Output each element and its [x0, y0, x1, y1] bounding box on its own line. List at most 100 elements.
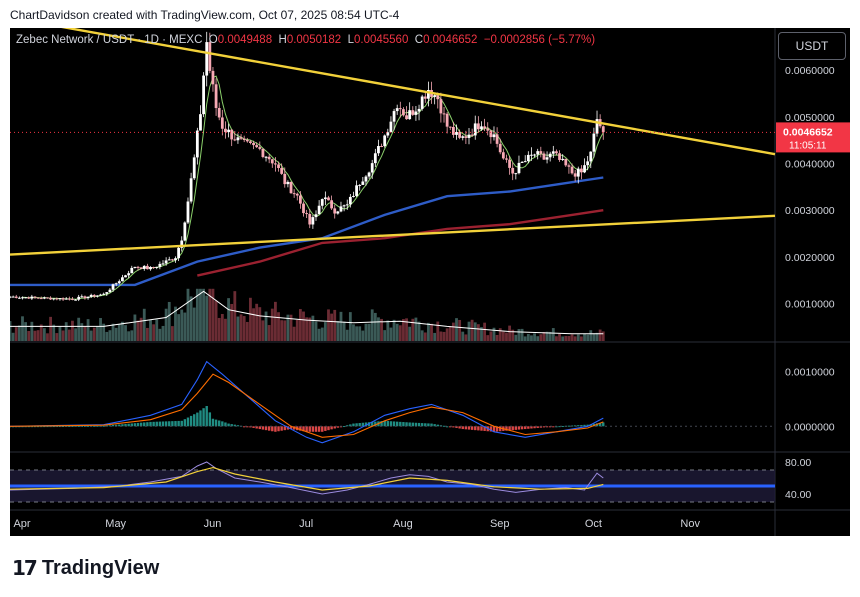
candle — [408, 110, 412, 120]
macd-y-tick-label: 0.0000000 — [785, 421, 835, 433]
macd-histogram-bar — [124, 423, 127, 427]
volume-bar — [114, 327, 118, 341]
volume-bar — [520, 328, 524, 341]
macd-histogram-bar — [136, 422, 140, 427]
macd-histogram-bar — [442, 425, 446, 427]
candle — [127, 273, 131, 276]
macd-histogram-bar — [346, 425, 349, 427]
macd-histogram-bar — [52, 426, 55, 428]
macd-histogram-bar — [71, 425, 74, 427]
candle — [139, 267, 143, 269]
y-tick-label: 0.0040000 — [785, 158, 835, 170]
candle — [377, 146, 380, 154]
candle — [42, 297, 46, 299]
candle — [39, 298, 43, 300]
candle — [245, 139, 249, 142]
x-tick-label: Oct — [585, 518, 602, 530]
candle — [92, 294, 96, 297]
candle — [239, 137, 243, 139]
volume-bar — [205, 295, 209, 341]
close-label: C — [414, 34, 424, 46]
volume-bar — [470, 319, 474, 341]
macd-histogram-bar — [371, 421, 374, 427]
candle — [177, 247, 181, 259]
candle — [298, 195, 302, 204]
volume-bar — [420, 330, 424, 341]
candle — [71, 298, 74, 300]
macd-histogram-bar — [483, 426, 486, 431]
volume-ma-line — [10, 290, 604, 335]
volume-bar — [583, 333, 586, 341]
candle — [539, 151, 543, 154]
macd-histogram-bar — [430, 423, 433, 427]
candle — [52, 298, 56, 300]
macd-histogram-bar — [417, 422, 421, 427]
macd-histogram-bar — [236, 425, 240, 427]
macd-histogram-bar — [196, 412, 199, 427]
chart-svg[interactable]: 0.0060000 0.0050000 0.0040000 0.0030000 0.00… — [10, 28, 850, 536]
rsi-y-tick-label: 80.00 — [785, 457, 811, 469]
currency-button[interactable]: USDT — [778, 32, 846, 60]
macd-histogram-bar — [477, 426, 480, 431]
volume-bar — [576, 334, 580, 341]
candle — [220, 117, 224, 129]
candle — [105, 292, 109, 294]
volume-bar — [36, 330, 40, 341]
candle — [277, 164, 280, 169]
candle — [580, 168, 583, 173]
macd-histogram-bar — [255, 426, 258, 429]
candle — [495, 134, 499, 144]
macd-histogram-bar — [439, 425, 443, 427]
macd-histogram-bar — [33, 426, 37, 428]
macd-histogram-bar — [474, 426, 477, 431]
candle — [389, 121, 393, 133]
candle — [383, 135, 387, 147]
volume-bar — [117, 324, 121, 341]
volume-bar — [348, 312, 352, 341]
symbol-name[interactable]: Zebec Network / USDT · 1D · MEXC — [16, 34, 203, 46]
volume-bar — [92, 327, 96, 341]
volume-bar — [580, 336, 583, 341]
macd-histogram-bar — [271, 426, 274, 432]
macd-histogram-bar — [224, 422, 227, 427]
macd-histogram-bar — [342, 426, 346, 428]
chart-canvas[interactable]: 0.0060000 0.0050000 0.0040000 0.0030000 0.00… — [10, 28, 850, 536]
volume-bar — [130, 330, 134, 341]
candle — [21, 297, 24, 299]
macd-histogram-bar — [277, 426, 280, 432]
candle — [189, 178, 193, 202]
macd-histogram-bar — [317, 426, 321, 432]
volume-bar — [364, 323, 368, 341]
candle — [242, 138, 246, 140]
macd-histogram-bar — [86, 425, 90, 427]
volume-bar — [214, 300, 218, 341]
volume-bar — [308, 317, 312, 341]
macd-histogram-bar — [352, 423, 355, 427]
candle — [295, 193, 299, 196]
volume-bar — [601, 331, 605, 341]
volume-bar — [277, 312, 280, 341]
candle — [192, 157, 196, 179]
macd-histogram-bar — [586, 424, 589, 427]
candle — [149, 267, 152, 270]
candle — [214, 84, 218, 109]
volume-bar — [121, 321, 124, 341]
volume-bar — [249, 297, 252, 341]
macd-histogram-bar — [408, 422, 411, 427]
candle — [211, 70, 215, 85]
brand-footer[interactable]: 17 TradingView — [12, 556, 159, 580]
volume-bar — [170, 326, 174, 341]
candle — [517, 162, 521, 174]
macd-histogram-bar — [114, 424, 118, 427]
candle — [133, 266, 137, 268]
volume-bar — [592, 333, 596, 341]
volume-bar — [539, 334, 543, 341]
volume-bar — [345, 329, 349, 341]
volume-bar — [199, 288, 202, 341]
volume-bar — [555, 336, 558, 341]
macd-histogram-bar — [299, 426, 302, 431]
volume-bar — [408, 326, 412, 341]
macd-histogram-bar — [330, 426, 333, 430]
volume-bar — [558, 333, 561, 341]
candle — [202, 75, 205, 115]
